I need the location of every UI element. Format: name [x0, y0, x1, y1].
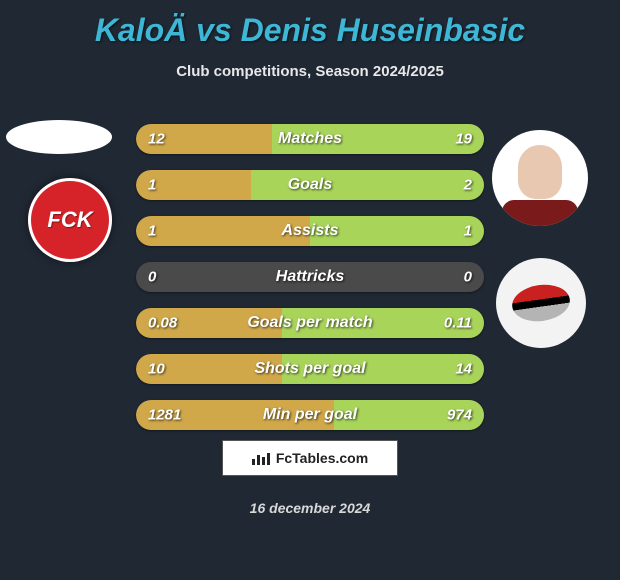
- bar-fill-right: [251, 170, 484, 200]
- avatar-head-shape: [518, 145, 562, 199]
- club-initials: FCK: [47, 207, 92, 233]
- bar-value-left: 10: [148, 361, 165, 378]
- bar-label: Shots per goal: [254, 360, 365, 378]
- bar-value-left: 1: [148, 177, 156, 194]
- bar-value-right: 2: [464, 177, 472, 194]
- bar-label: Goals per match: [247, 314, 372, 332]
- bar-label: Hattricks: [276, 268, 344, 286]
- player-right-club-badge: [496, 258, 586, 348]
- bar-value-right: 0: [464, 269, 472, 286]
- brand-footer[interactable]: FcTables.com: [222, 440, 398, 476]
- bar-value-right: 19: [455, 131, 472, 148]
- bar-value-left: 1: [148, 223, 156, 240]
- bar-value-right: 0.11: [444, 315, 472, 332]
- club-logo-shape: [510, 281, 572, 325]
- stat-bar: 1281 974 Min per goal: [136, 400, 484, 430]
- page-title: KaloÄ vs Denis Huseinbasic: [0, 0, 620, 49]
- bar-value-right: 1: [464, 223, 472, 240]
- player-left-club-badge: FCK: [28, 178, 112, 262]
- stat-bar: 0.08 0.11 Goals per match: [136, 308, 484, 338]
- player-left-avatar: [6, 120, 112, 154]
- bar-label: Matches: [278, 130, 342, 148]
- brand-text: FcTables.com: [276, 450, 368, 466]
- bar-value-left: 0.08: [148, 315, 177, 332]
- stat-bar: 10 14 Shots per goal: [136, 354, 484, 384]
- stats-bar-list: 1219Matches12Goals11Assists00Hattricks0.…: [136, 124, 484, 446]
- bar-value-left: 0: [148, 269, 156, 286]
- bar-label: Min per goal: [263, 406, 357, 424]
- bar-value-left: 1281: [148, 407, 181, 424]
- stat-bar: 12 19 Matches: [136, 124, 484, 154]
- subtitle: Club competitions, Season 2024/2025: [0, 63, 620, 80]
- stat-bar: 1 1 Assists: [136, 216, 484, 246]
- bar-value-right: 14: [455, 361, 472, 378]
- chart-icon: [252, 451, 270, 465]
- bar-label: Assists: [282, 222, 339, 240]
- stat-bar: 0 0 Hattricks: [136, 262, 484, 292]
- stat-bar: 1 2 Goals: [136, 170, 484, 200]
- bar-label: Goals: [288, 176, 332, 194]
- player-right-avatar: [492, 130, 588, 226]
- date-text: 16 december 2024: [250, 500, 371, 516]
- bar-value-right: 974: [447, 407, 472, 424]
- bar-value-left: 12: [148, 131, 165, 148]
